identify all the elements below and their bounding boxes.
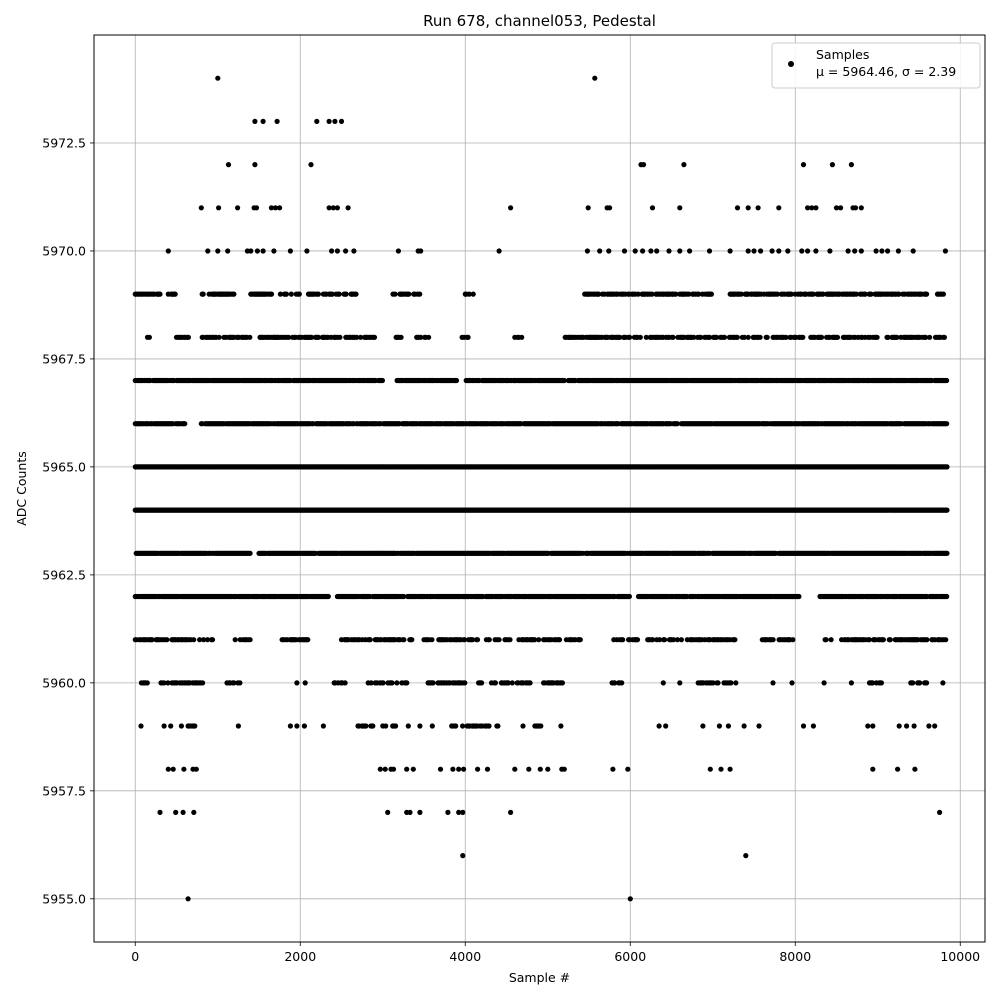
data-point xyxy=(764,334,770,340)
data-point xyxy=(862,291,868,297)
data-point xyxy=(927,334,933,340)
data-point xyxy=(283,291,289,297)
data-point xyxy=(157,291,163,297)
data-point xyxy=(738,291,744,297)
data-point xyxy=(894,334,900,340)
data-point xyxy=(354,334,360,340)
data-point xyxy=(172,291,178,297)
data-point xyxy=(466,291,472,297)
data-point xyxy=(337,334,343,340)
data-point xyxy=(924,291,930,297)
data-point xyxy=(296,291,302,297)
data-point xyxy=(673,291,679,297)
data-point xyxy=(643,334,649,340)
data-point xyxy=(635,291,641,297)
data-point xyxy=(708,291,715,297)
data-point xyxy=(453,377,460,384)
data-point xyxy=(627,334,633,340)
data-point xyxy=(783,334,789,340)
data-point xyxy=(896,291,902,297)
data-point xyxy=(923,334,929,340)
data-point xyxy=(519,334,525,340)
data-point xyxy=(329,291,335,297)
data-point xyxy=(315,291,321,297)
data-point xyxy=(649,291,655,297)
data-point xyxy=(268,291,275,297)
data-point xyxy=(691,334,697,340)
data-point xyxy=(885,334,891,340)
data-point xyxy=(426,334,432,340)
data-point xyxy=(216,334,222,340)
data-point xyxy=(146,334,152,340)
data-point xyxy=(371,334,378,340)
data-point xyxy=(315,334,321,340)
data-point xyxy=(343,291,349,297)
data-point xyxy=(944,464,950,470)
data-point xyxy=(670,334,676,340)
data-point xyxy=(596,291,602,297)
data-point xyxy=(561,377,567,384)
data-point xyxy=(200,291,206,297)
data-point xyxy=(247,550,253,556)
data-point xyxy=(398,334,404,340)
data-point xyxy=(734,334,740,340)
data-point xyxy=(231,291,237,297)
data-point xyxy=(406,291,412,297)
data-point xyxy=(745,334,751,340)
data-point xyxy=(470,291,476,297)
data-point xyxy=(834,334,841,340)
data-point xyxy=(820,291,826,297)
data-point xyxy=(379,377,385,384)
data-point xyxy=(944,421,950,427)
data-point xyxy=(941,334,948,340)
data-point xyxy=(674,421,681,427)
data-point xyxy=(800,334,806,340)
data-point xyxy=(465,334,471,340)
data-point xyxy=(288,291,294,297)
data-point xyxy=(741,334,747,340)
data-point xyxy=(853,291,859,297)
data-point xyxy=(185,334,191,340)
data-point xyxy=(308,334,315,340)
data-point xyxy=(707,334,713,340)
data-point xyxy=(810,291,816,297)
data-point xyxy=(868,291,874,297)
data-point xyxy=(696,291,702,297)
data-point xyxy=(247,334,253,340)
data-point xyxy=(874,334,880,340)
data-point xyxy=(325,593,331,600)
data-point xyxy=(788,291,794,297)
data-point xyxy=(940,291,947,297)
data-point xyxy=(626,593,633,600)
data-point xyxy=(944,507,950,513)
data-point xyxy=(757,334,763,340)
data-points xyxy=(132,75,950,902)
data-point xyxy=(286,334,292,340)
data-point xyxy=(944,377,950,384)
data-point xyxy=(637,334,643,340)
data-point xyxy=(686,291,692,297)
data-point xyxy=(417,291,423,297)
data-point xyxy=(774,291,781,297)
data-point xyxy=(392,291,398,297)
data-point xyxy=(358,334,364,340)
data-point xyxy=(617,334,623,340)
data-point xyxy=(721,334,728,340)
data-point xyxy=(277,291,283,297)
data-point xyxy=(698,334,704,340)
data-point xyxy=(353,291,359,297)
data-point xyxy=(713,334,720,340)
data-point xyxy=(944,550,950,556)
data-point xyxy=(418,334,424,340)
data-point xyxy=(182,421,188,427)
data-point xyxy=(336,291,342,297)
data-point xyxy=(819,334,825,340)
